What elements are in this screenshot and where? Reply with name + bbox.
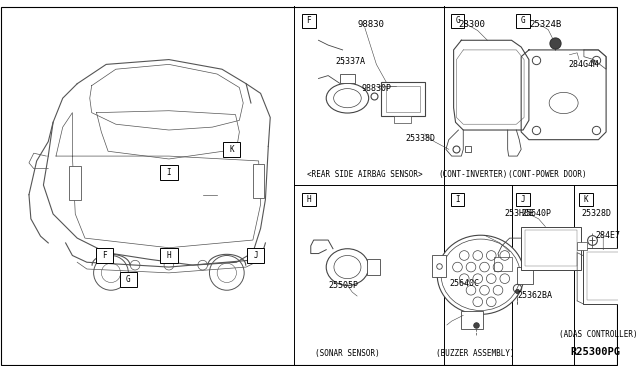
- Text: G: G: [126, 275, 131, 284]
- Bar: [587, 251, 639, 300]
- Ellipse shape: [441, 239, 520, 311]
- Bar: [160, 165, 177, 180]
- Text: I: I: [166, 168, 172, 177]
- Text: 98830: 98830: [357, 20, 384, 29]
- Bar: [340, 74, 355, 83]
- Text: H: H: [307, 195, 311, 204]
- Text: K: K: [229, 145, 234, 154]
- Text: J: J: [521, 195, 525, 204]
- Bar: [95, 248, 113, 263]
- Bar: [120, 272, 137, 287]
- Bar: [223, 142, 240, 157]
- Bar: [461, 311, 483, 329]
- Text: I: I: [455, 195, 460, 204]
- Bar: [247, 248, 264, 263]
- Bar: [394, 116, 411, 123]
- Text: F: F: [307, 16, 311, 25]
- Bar: [433, 256, 446, 277]
- Text: G: G: [455, 16, 460, 25]
- Text: (BUZZER ASSEMBLY): (BUZZER ASSEMBLY): [436, 349, 515, 359]
- Bar: [635, 242, 640, 250]
- Ellipse shape: [326, 83, 369, 113]
- Ellipse shape: [334, 256, 361, 279]
- Bar: [160, 248, 177, 263]
- Text: 25328D: 25328D: [581, 209, 611, 218]
- Text: (SONAR SENSOR): (SONAR SENSOR): [315, 349, 380, 359]
- Bar: [302, 14, 316, 28]
- Bar: [516, 193, 530, 206]
- Text: 25505P: 25505P: [328, 280, 358, 289]
- Text: <REAR SIDE AIRBAG SENSOR>: <REAR SIDE AIRBAG SENSOR>: [307, 170, 422, 179]
- Bar: [516, 14, 530, 28]
- Text: R25300PG: R25300PG: [570, 347, 621, 357]
- Text: (ADAS CONTROLLER): (ADAS CONTROLLER): [559, 330, 637, 339]
- Ellipse shape: [437, 235, 524, 314]
- Ellipse shape: [549, 92, 578, 113]
- Bar: [577, 242, 587, 250]
- Text: 25337A: 25337A: [336, 57, 366, 66]
- Bar: [367, 259, 380, 275]
- Bar: [521, 227, 581, 270]
- Ellipse shape: [333, 89, 361, 108]
- Text: 25640P: 25640P: [521, 209, 551, 218]
- Bar: [525, 230, 577, 266]
- Text: (CONT-POWER DOOR): (CONT-POWER DOOR): [508, 170, 586, 179]
- Bar: [451, 14, 464, 28]
- Text: 284G4M: 284G4M: [568, 60, 598, 68]
- Text: J: J: [253, 251, 258, 260]
- Bar: [494, 257, 511, 271]
- Text: H: H: [166, 251, 172, 260]
- Text: 25640C: 25640C: [450, 279, 480, 288]
- Bar: [253, 164, 264, 198]
- Bar: [386, 86, 420, 112]
- Bar: [583, 248, 640, 304]
- Text: 25324B: 25324B: [529, 20, 561, 29]
- Text: G: G: [521, 16, 525, 25]
- Bar: [381, 82, 425, 116]
- Bar: [302, 193, 316, 206]
- Ellipse shape: [326, 249, 369, 285]
- Text: (CONT-INVERTER): (CONT-INVERTER): [438, 170, 508, 179]
- Bar: [517, 267, 532, 285]
- Bar: [579, 193, 593, 206]
- Bar: [70, 166, 81, 199]
- Text: 98830P: 98830P: [362, 84, 392, 93]
- Bar: [451, 193, 464, 206]
- Text: 253H0E: 253H0E: [505, 209, 535, 218]
- Text: F: F: [102, 251, 106, 260]
- Text: 25362BA: 25362BA: [517, 291, 552, 300]
- Text: K: K: [584, 195, 588, 204]
- Text: 284E7: 284E7: [595, 231, 621, 240]
- Text: 28300: 28300: [458, 20, 485, 29]
- Text: 25338D: 25338D: [405, 134, 435, 143]
